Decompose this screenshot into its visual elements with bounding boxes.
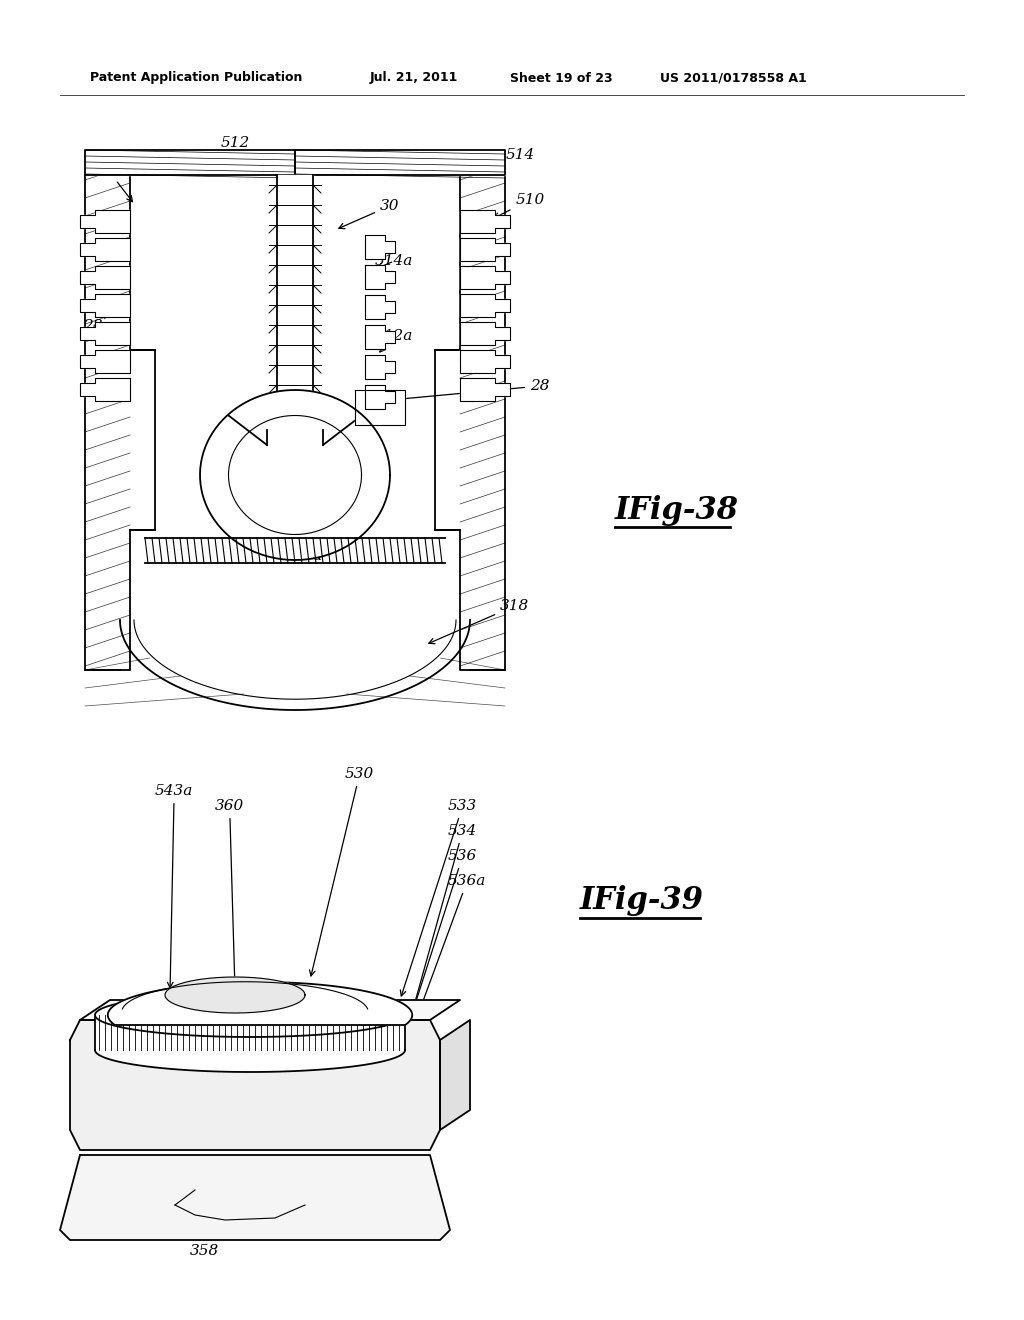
Polygon shape — [80, 210, 130, 234]
Polygon shape — [365, 265, 395, 289]
Polygon shape — [460, 322, 510, 345]
Polygon shape — [95, 1015, 406, 1049]
Text: 536: 536 — [411, 849, 477, 1016]
Polygon shape — [95, 1028, 406, 1072]
Polygon shape — [95, 993, 406, 1038]
Polygon shape — [70, 1020, 440, 1150]
Polygon shape — [80, 238, 130, 261]
Polygon shape — [80, 322, 130, 345]
Polygon shape — [365, 385, 395, 409]
Text: 516: 516 — [259, 474, 339, 491]
Polygon shape — [80, 294, 130, 317]
Polygon shape — [200, 389, 390, 560]
Polygon shape — [108, 982, 413, 1024]
Polygon shape — [80, 1001, 460, 1020]
Text: 512: 512 — [220, 136, 266, 160]
Text: 536a: 536a — [406, 874, 486, 1045]
Polygon shape — [80, 378, 130, 401]
Polygon shape — [460, 210, 510, 234]
Polygon shape — [460, 294, 510, 317]
Text: 360: 360 — [215, 799, 245, 986]
Text: Patent Application Publication: Patent Application Publication — [90, 71, 302, 84]
Polygon shape — [460, 238, 510, 261]
Polygon shape — [60, 1155, 450, 1239]
Polygon shape — [165, 977, 305, 1012]
Text: IFig-38: IFig-38 — [615, 495, 739, 525]
Polygon shape — [278, 176, 313, 430]
Polygon shape — [80, 350, 130, 374]
Polygon shape — [460, 267, 510, 289]
Text: 514: 514 — [488, 148, 535, 173]
Polygon shape — [365, 355, 395, 379]
Text: 28: 28 — [394, 379, 550, 401]
Polygon shape — [460, 378, 510, 401]
Polygon shape — [365, 235, 395, 259]
Text: 318: 318 — [429, 599, 529, 644]
Text: Jul. 21, 2011: Jul. 21, 2011 — [370, 71, 459, 84]
Polygon shape — [267, 430, 323, 445]
Text: 533: 533 — [400, 799, 477, 997]
Text: 502: 502 — [93, 162, 132, 202]
Text: US 2011/0178558 A1: US 2011/0178558 A1 — [660, 71, 807, 84]
Text: 514a: 514a — [375, 253, 414, 269]
Polygon shape — [365, 325, 395, 348]
Text: 28: 28 — [83, 313, 106, 333]
Text: IFig-39: IFig-39 — [580, 884, 705, 916]
Polygon shape — [435, 176, 505, 671]
Text: 358: 358 — [190, 1224, 222, 1258]
Polygon shape — [365, 294, 395, 319]
Text: 512a: 512a — [375, 329, 414, 352]
Text: 543a: 543a — [155, 784, 194, 987]
Polygon shape — [85, 176, 155, 671]
Polygon shape — [440, 1020, 470, 1130]
Text: 530: 530 — [309, 767, 374, 975]
Text: 518a: 518a — [269, 548, 324, 564]
Text: 510: 510 — [494, 193, 545, 218]
Polygon shape — [85, 150, 295, 176]
Polygon shape — [80, 267, 130, 289]
Polygon shape — [295, 150, 505, 176]
Text: 534: 534 — [410, 824, 477, 1016]
Polygon shape — [460, 350, 510, 374]
Polygon shape — [355, 389, 406, 425]
Text: Sheet 19 of 23: Sheet 19 of 23 — [510, 71, 612, 84]
Text: 30: 30 — [339, 199, 399, 228]
